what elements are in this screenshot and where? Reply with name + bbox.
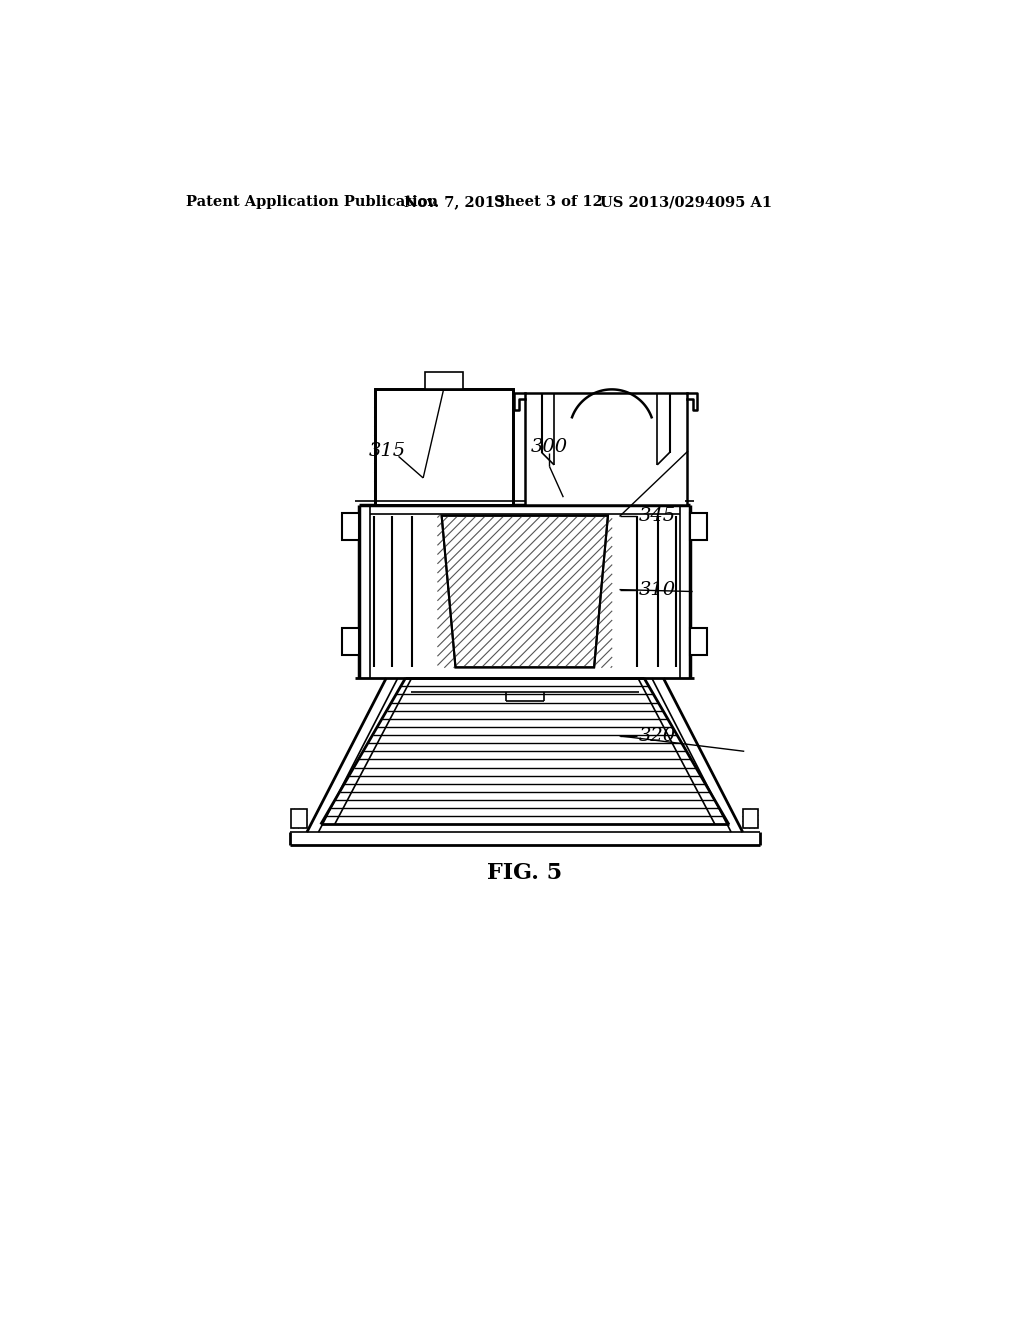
Text: 315: 315 xyxy=(370,442,407,459)
Bar xyxy=(375,389,513,506)
Bar xyxy=(690,628,708,655)
Text: Nov. 7, 2013: Nov. 7, 2013 xyxy=(403,195,505,210)
Polygon shape xyxy=(742,809,758,829)
Bar xyxy=(690,512,708,540)
Text: Sheet 3 of 12: Sheet 3 of 12 xyxy=(494,195,603,210)
Polygon shape xyxy=(441,516,608,668)
Text: 300: 300 xyxy=(530,438,568,457)
Bar xyxy=(375,389,513,506)
Text: US 2013/0294095 A1: US 2013/0294095 A1 xyxy=(600,195,772,210)
Text: 310: 310 xyxy=(639,581,676,598)
Bar xyxy=(425,372,463,389)
Text: FIG. 5: FIG. 5 xyxy=(487,862,562,884)
Text: 345: 345 xyxy=(639,507,676,525)
Text: 320: 320 xyxy=(639,727,676,744)
Bar xyxy=(342,628,359,655)
Text: Patent Application Publication: Patent Application Publication xyxy=(186,195,438,210)
Bar xyxy=(524,393,686,506)
Polygon shape xyxy=(292,809,307,829)
Bar xyxy=(342,512,359,540)
